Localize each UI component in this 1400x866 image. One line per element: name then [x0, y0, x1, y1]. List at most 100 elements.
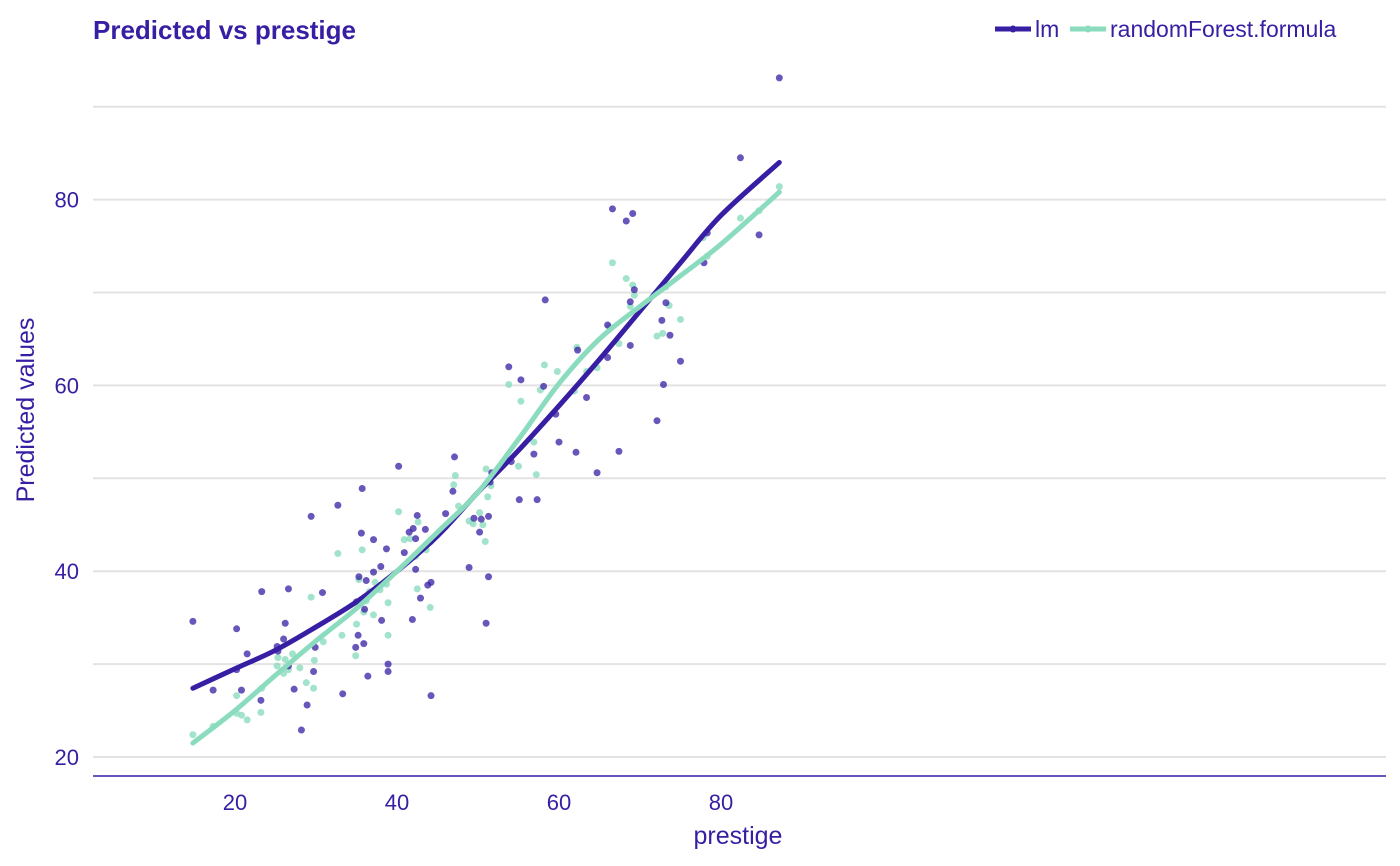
data-point — [395, 462, 403, 470]
data-point — [257, 708, 265, 716]
data-point — [353, 620, 360, 628]
data-point — [677, 357, 684, 365]
x-axis-label: prestige — [694, 822, 783, 850]
data-point — [662, 299, 670, 307]
data-point — [355, 573, 363, 581]
y-axis-ticks: 20 40 60 80 — [55, 188, 79, 770]
data-point — [274, 654, 282, 662]
y-axis-label: Predicted values — [12, 318, 40, 503]
data-point — [243, 716, 251, 724]
data-point — [413, 585, 421, 593]
data-point — [243, 650, 251, 658]
data-point — [296, 664, 304, 672]
data-point — [339, 690, 347, 698]
chart-title: Predicted vs prestige — [93, 15, 356, 45]
data-point — [451, 453, 459, 461]
legend-label-randomforest: randomForest.formula — [1110, 16, 1336, 42]
data-point — [505, 363, 513, 371]
data-point — [593, 469, 601, 477]
data-point — [307, 512, 315, 520]
data-point — [352, 643, 360, 651]
data-point — [302, 679, 310, 687]
data-point — [630, 286, 638, 294]
data-point — [409, 524, 417, 532]
data-point — [370, 568, 378, 576]
trend-line-randomforest — [190, 189, 782, 746]
data-point — [421, 525, 429, 533]
legend: lm randomForest.formula — [995, 16, 1336, 42]
data-point — [413, 511, 421, 519]
data-point — [384, 660, 392, 668]
x-tick-label: 20 — [223, 790, 247, 815]
data-point — [451, 472, 459, 480]
data-point — [515, 462, 522, 470]
y-tick-label: 20 — [55, 745, 79, 770]
x-tick-label: 60 — [547, 790, 571, 815]
data-point — [476, 509, 484, 517]
data-point — [482, 619, 490, 627]
data-point — [412, 535, 420, 543]
data-point — [677, 315, 684, 323]
data-point — [273, 662, 281, 670]
points-lm — [189, 74, 783, 734]
data-point — [281, 655, 289, 663]
data-point — [541, 296, 549, 304]
data-point — [629, 210, 637, 218]
data-point — [626, 341, 634, 349]
data-point — [775, 74, 783, 82]
data-point — [408, 616, 416, 624]
data-point — [482, 465, 490, 473]
data-point — [532, 471, 540, 479]
data-point — [189, 617, 197, 625]
data-point — [659, 329, 667, 337]
x-tick-label: 40 — [385, 790, 409, 815]
data-point — [533, 496, 541, 504]
data-point — [515, 496, 523, 504]
data-point — [540, 382, 548, 390]
data-point — [540, 361, 548, 369]
data-point — [370, 611, 378, 619]
data-point — [608, 205, 616, 213]
data-point — [233, 625, 241, 633]
data-point — [659, 380, 667, 388]
data-point — [395, 508, 403, 516]
data-point — [449, 487, 457, 495]
data-point — [303, 701, 311, 709]
data-point — [604, 321, 612, 329]
data-point — [414, 518, 422, 526]
data-point — [658, 316, 666, 324]
data-point — [736, 154, 744, 162]
data-point — [384, 631, 392, 639]
data-point — [572, 448, 580, 456]
data-point — [653, 332, 661, 340]
data-point — [384, 668, 392, 676]
data-point — [481, 537, 489, 545]
data-point — [338, 631, 346, 639]
data-point — [233, 692, 241, 700]
data-point — [553, 367, 561, 375]
x-axis-ticks: 20 40 60 80 — [223, 790, 733, 815]
data-point — [626, 298, 634, 306]
data-point — [485, 573, 493, 581]
data-point — [318, 589, 326, 597]
data-point — [310, 684, 318, 692]
y-tick-label: 60 — [55, 373, 79, 398]
data-point — [237, 686, 245, 694]
data-point — [307, 593, 315, 601]
data-point — [470, 514, 478, 522]
legend-point-lm — [1009, 25, 1017, 33]
data-point — [319, 638, 327, 646]
trend-line-lm — [190, 159, 782, 691]
data-point — [358, 546, 366, 554]
data-point — [412, 565, 420, 573]
data-point — [400, 536, 408, 544]
data-point — [615, 447, 623, 455]
data-point — [653, 417, 661, 425]
data-point — [622, 275, 630, 283]
data-point — [281, 619, 289, 627]
data-point — [427, 692, 435, 700]
legend-label-lm: lm — [1035, 16, 1059, 42]
data-point — [258, 588, 266, 596]
data-point — [442, 510, 450, 518]
